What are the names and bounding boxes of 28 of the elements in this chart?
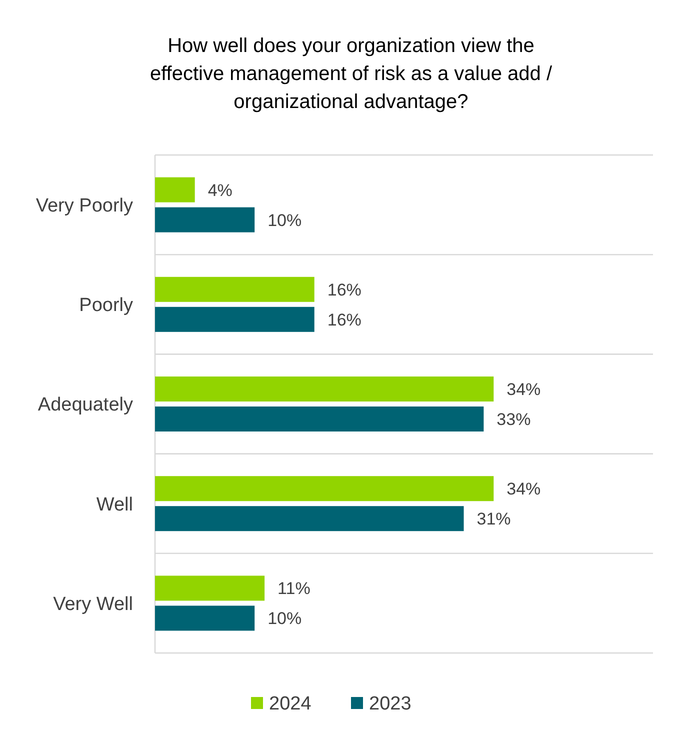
bar xyxy=(155,207,255,232)
y-tick-label: Adequately xyxy=(38,394,134,416)
bar xyxy=(155,177,195,202)
y-tick-label: Very Well xyxy=(53,594,133,615)
data-label: 10% xyxy=(268,210,302,230)
data-label: 16% xyxy=(327,280,362,300)
bar xyxy=(155,306,314,332)
chart-title: How well does your organization view the effective management of risk as a value add / organizational advantage? xyxy=(150,35,552,113)
data-label: 33% xyxy=(496,410,531,429)
bar xyxy=(155,606,255,631)
data-label: 4% xyxy=(208,180,232,200)
bar xyxy=(155,576,265,601)
data-label: 31% xyxy=(476,510,511,529)
data-label: 11% xyxy=(278,579,310,598)
data-label: 34% xyxy=(506,480,541,499)
y-tick-label: Very Poorly xyxy=(36,195,134,216)
data-label: 10% xyxy=(268,609,302,628)
data-label: 16% xyxy=(327,310,362,330)
bar xyxy=(155,476,494,502)
bar xyxy=(155,506,464,532)
legend-label: 2023 xyxy=(369,694,412,715)
bar xyxy=(155,376,494,402)
data-label: 34% xyxy=(506,380,541,399)
y-tick-label: Poorly xyxy=(79,295,134,316)
bar xyxy=(155,406,484,432)
legend-label: 2024 xyxy=(269,694,312,715)
y-tick-label: Well xyxy=(96,494,133,516)
bar xyxy=(155,276,314,302)
